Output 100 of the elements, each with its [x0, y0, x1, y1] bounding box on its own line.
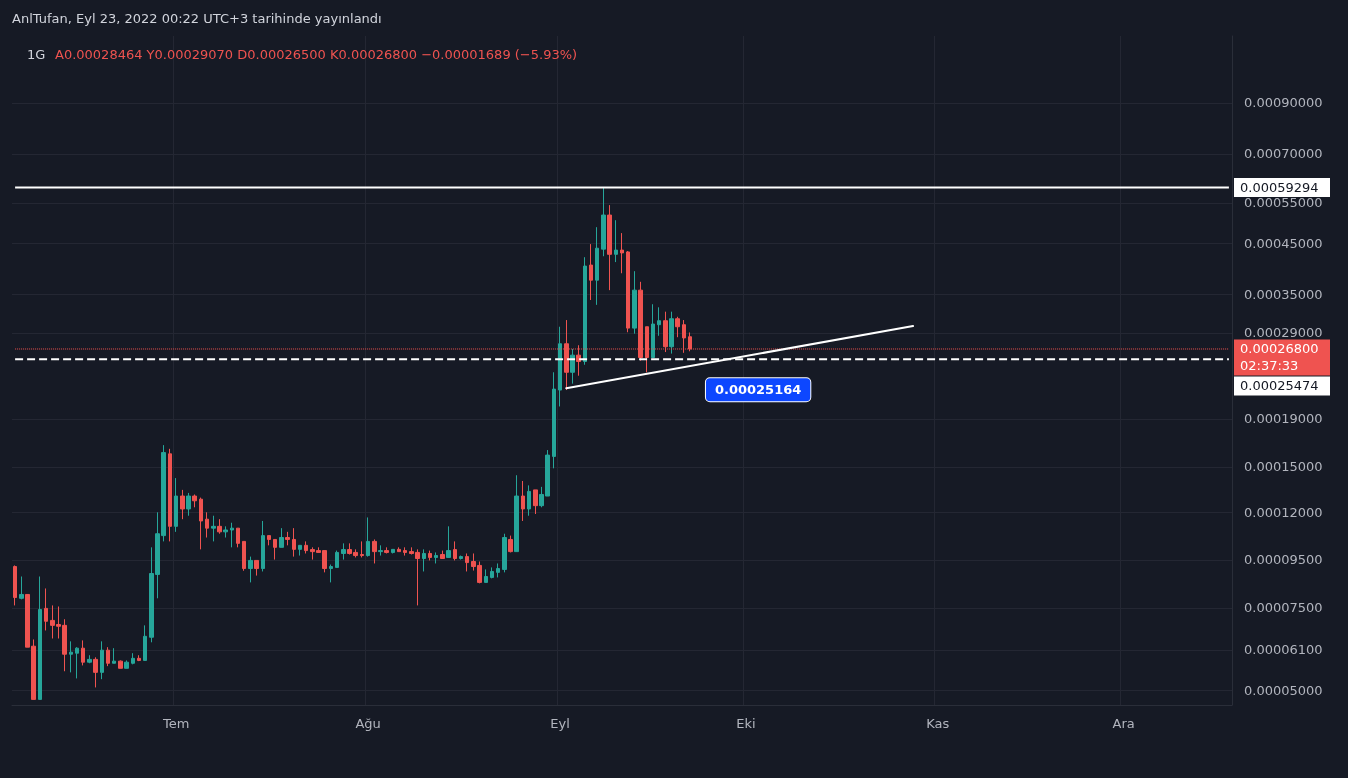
- candlestick: [614, 219, 618, 263]
- candlestick: [180, 489, 185, 520]
- candlestick: [230, 522, 234, 548]
- candlestick: [81, 639, 85, 666]
- candlestick: [632, 270, 637, 335]
- candlestick: [137, 654, 141, 662]
- candlestick: [118, 659, 123, 669]
- candlestick: [192, 493, 197, 508]
- candlestick: [93, 656, 98, 688]
- x-tick-label: Tem: [161, 716, 190, 731]
- y-tick-label: 0.00035000: [1244, 287, 1323, 303]
- y-tick-label: 0.00045000: [1244, 236, 1323, 252]
- candlestick: [607, 204, 612, 291]
- ref-line-label: 0.00025474: [1240, 378, 1319, 394]
- candlestick: [620, 232, 624, 274]
- candlestick: [273, 538, 277, 561]
- candlestick: [341, 542, 346, 561]
- candlestick: [490, 566, 494, 579]
- candlestick: [106, 646, 110, 667]
- candlestick: [223, 525, 228, 539]
- candlestick: [100, 640, 104, 680]
- candlestick: [428, 550, 432, 561]
- candlestick: [422, 548, 426, 572]
- candlestick: [391, 548, 395, 554]
- candlestick: [174, 477, 178, 533]
- y-tick-label: 0.00055000: [1244, 195, 1323, 211]
- candlestick: [496, 562, 500, 578]
- x-tick-label: Ağu: [355, 716, 381, 731]
- candlestick: [261, 520, 265, 572]
- candlestick: [168, 448, 172, 542]
- candlestick: [527, 484, 531, 517]
- candlestick: [292, 527, 296, 558]
- candlestick: [403, 546, 407, 557]
- candlestick: [205, 511, 209, 539]
- candlestick: [533, 489, 538, 515]
- y-tick-label: 0.00012000: [1244, 504, 1323, 520]
- candlestick: [502, 533, 507, 573]
- y-tick-label: 0.00005000: [1244, 682, 1323, 698]
- candlestick: [626, 250, 630, 333]
- candlestick: [384, 546, 389, 554]
- x-tick-label: Ara: [1112, 716, 1135, 731]
- candlestick: [558, 326, 562, 407]
- candlestick: [360, 540, 364, 558]
- candlestick: [601, 187, 606, 257]
- candlestick: [329, 564, 333, 583]
- candlestick: [279, 527, 284, 548]
- candlestick: [211, 515, 216, 542]
- candlestick: [514, 474, 519, 553]
- y-tick-label: 0.00070000: [1244, 146, 1323, 162]
- y-tick-label: 0.00006100: [1244, 642, 1323, 658]
- x-tick-label: Eyl: [550, 716, 570, 731]
- candlestick: [570, 348, 575, 385]
- candlestick: [186, 492, 191, 517]
- candlestick: [675, 316, 680, 338]
- candlestick: [242, 540, 246, 572]
- candlestick: [595, 226, 599, 306]
- candlestick: [657, 306, 661, 337]
- candlestick: [459, 555, 463, 561]
- x-tick-label: Kas: [926, 716, 950, 731]
- candlestick: [44, 587, 48, 631]
- candlestick: [446, 525, 451, 558]
- candlestick: [112, 647, 116, 664]
- candlestick: [335, 550, 339, 568]
- candlestick: [87, 654, 92, 664]
- candlestick: [484, 568, 488, 583]
- candlestick: [440, 550, 445, 560]
- candlestick: [583, 256, 587, 366]
- candlestick: [248, 556, 253, 583]
- y-tick-label: 0.00015000: [1244, 459, 1323, 475]
- candlestick: [552, 371, 556, 469]
- candlestick: [378, 544, 383, 557]
- x-tick-label: Eki: [736, 716, 756, 731]
- candlestick: [143, 624, 147, 661]
- candlestick: [465, 552, 469, 572]
- candlestick: [651, 303, 655, 359]
- text: AnlTufan, Eyl 23, 2022 00:22 UTC+3 tarihinde yayınlandı: [12, 11, 382, 26]
- y-tick-label: 0.00029000: [1244, 325, 1323, 341]
- candlestick: [372, 538, 377, 564]
- candlestick: [267, 535, 271, 546]
- y-tick-label: 0.00019000: [1244, 411, 1323, 427]
- y-tick-label: 0.00007500: [1244, 600, 1323, 616]
- annotation: 0.00025164: [714, 382, 802, 398]
- candlestick: [589, 243, 593, 301]
- candlestick: [521, 480, 525, 522]
- y-tick-label: 0.00009500: [1244, 552, 1323, 568]
- candlestick: [13, 564, 17, 606]
- ref-line-label: 0.00026800: [1240, 341, 1319, 357]
- candlestick: [236, 527, 240, 548]
- candlestick: [453, 540, 457, 561]
- candlestick: [285, 531, 290, 546]
- candlestick: [508, 535, 513, 553]
- candlestick: [69, 640, 73, 673]
- candlestick: [397, 546, 401, 553]
- candlestick: [217, 518, 222, 535]
- candlestick: [38, 576, 42, 700]
- candlestick: [304, 540, 308, 554]
- text: 1G: [27, 47, 46, 62]
- candlestick: [298, 544, 302, 557]
- candlestick: [434, 551, 438, 564]
- text: A0.00028464 Y0.00029070 D0.00026500 K0.00026800 −0.00001689 (−5.93%): [55, 47, 578, 62]
